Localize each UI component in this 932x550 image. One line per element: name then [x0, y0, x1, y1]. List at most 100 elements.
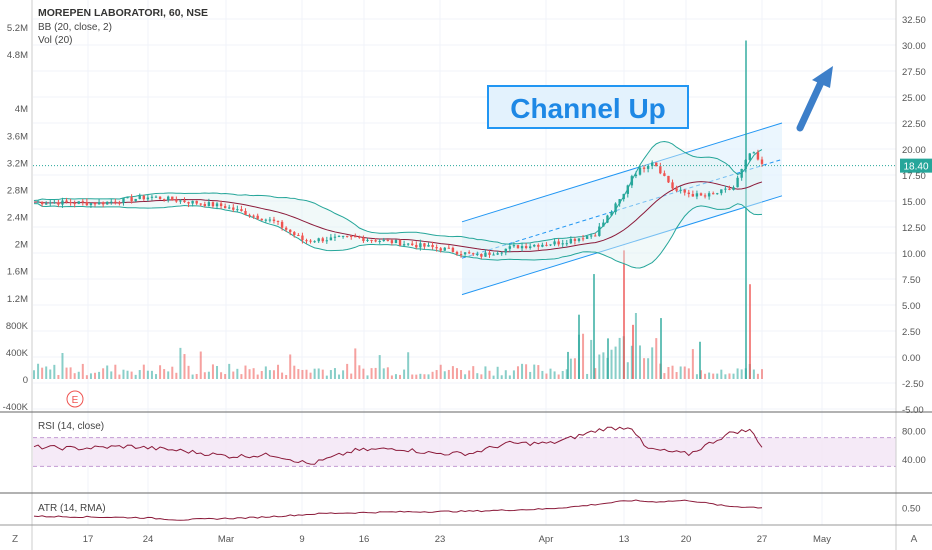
volume-bar	[740, 369, 743, 379]
candle-body	[630, 176, 634, 186]
volume-bar	[102, 368, 105, 379]
volume-bar	[679, 366, 682, 379]
candle-body	[341, 235, 345, 237]
channel-up-annotation[interactable]: Channel Up	[487, 85, 689, 129]
candle-body	[646, 166, 650, 169]
candle-body	[321, 238, 324, 242]
candle-body	[49, 202, 52, 204]
time-tick-label: 20	[681, 534, 692, 545]
atr-legend[interactable]: ATR (14, RMA)	[38, 503, 106, 514]
volume-bar	[630, 345, 633, 379]
candle-body	[386, 239, 390, 241]
channel-upper-line	[461, 122, 783, 223]
volume-bar	[236, 368, 239, 379]
volume-bar	[342, 370, 345, 379]
candle-body	[553, 241, 556, 245]
candle-body	[179, 200, 182, 202]
volume-bar	[106, 365, 109, 379]
candle-body	[199, 203, 202, 205]
chart-legend: MOREPEN LABORATORI, 60, NSE BB (20, clos…	[38, 7, 208, 46]
volume-bar	[423, 374, 426, 379]
candle-body	[333, 236, 337, 238]
volume-bar	[720, 369, 723, 379]
volume-bar	[69, 367, 72, 379]
candle-body	[467, 252, 471, 254]
zoom-left-button[interactable]: Z	[12, 534, 18, 545]
candle-body	[69, 202, 72, 204]
volume-bar	[329, 370, 332, 379]
volume-bar	[687, 368, 690, 379]
volume-bar	[626, 362, 629, 379]
candle-body	[683, 189, 686, 193]
candle-body	[134, 198, 137, 202]
candle-body	[614, 203, 617, 213]
volume-bar	[660, 318, 662, 379]
candle-body	[443, 247, 446, 251]
volume-bar	[232, 371, 235, 379]
candle-body	[244, 210, 247, 215]
candle-body	[423, 243, 426, 247]
candle-body	[362, 237, 365, 241]
time-tick-label: Apr	[539, 534, 554, 545]
candle-body	[390, 240, 394, 244]
candle-body	[203, 204, 207, 207]
candle-body	[622, 193, 625, 200]
volume-tick-label: 2.8M	[7, 185, 28, 196]
rsi-legend[interactable]: RSI (14, close)	[38, 421, 104, 432]
volume-bar	[455, 368, 458, 379]
vol-legend[interactable]: Vol (20)	[38, 35, 72, 46]
candle-body	[736, 177, 739, 188]
atr-line	[33, 499, 763, 521]
volume-bar	[565, 369, 568, 379]
candle-body	[45, 203, 48, 205]
volume-bar	[150, 370, 153, 379]
candle-body	[61, 200, 64, 205]
volume-bar	[472, 366, 475, 379]
candle-body	[382, 239, 385, 241]
candle-body	[240, 209, 243, 211]
volume-bar	[281, 372, 284, 379]
volume-bar	[745, 40, 747, 379]
candle-body	[85, 201, 89, 206]
channel-lower-line	[461, 195, 783, 296]
price-tick-label: 10.00	[902, 249, 926, 260]
price-tick-label: 25.00	[902, 93, 926, 104]
volume-bar	[598, 354, 601, 379]
price-tick-label: 27.50	[902, 67, 926, 78]
volume-bar	[390, 375, 393, 379]
time-tick-label: 17	[83, 534, 94, 545]
price-tick-label: 32.50	[902, 15, 926, 26]
candle-body	[228, 207, 231, 209]
candle-body	[687, 192, 690, 195]
volume-bar	[41, 367, 44, 379]
candle-body	[573, 239, 577, 241]
volume-bar	[545, 373, 548, 379]
volume-bar	[610, 349, 613, 379]
candle-body	[406, 243, 410, 245]
candle-body	[150, 196, 154, 198]
candle-body	[598, 226, 601, 236]
candle-body	[447, 247, 451, 249]
candle-body	[711, 193, 715, 195]
candle-body	[264, 219, 268, 221]
candle-body	[313, 241, 316, 243]
volume-bar	[541, 370, 544, 379]
volume-bar	[549, 368, 552, 379]
price-tick-label: 5.00	[902, 301, 921, 312]
volume-bar	[419, 373, 422, 379]
candle-body	[533, 244, 536, 247]
earnings-marker[interactable]: E	[66, 390, 84, 408]
candle-body	[642, 167, 646, 169]
candle-body	[512, 245, 516, 247]
candle-body	[740, 168, 743, 178]
zoom-right-button[interactable]: A	[911, 534, 918, 545]
volume-bar	[248, 369, 251, 379]
candle-body	[520, 246, 524, 249]
symbol-legend[interactable]: MOREPEN LABORATORI, 60, NSE	[38, 7, 208, 19]
volume-bar	[614, 346, 617, 379]
bb-legend[interactable]: BB (20, close, 2)	[38, 22, 112, 33]
candle-body	[284, 227, 288, 230]
volume-tick-label: 3.6M	[7, 131, 28, 142]
